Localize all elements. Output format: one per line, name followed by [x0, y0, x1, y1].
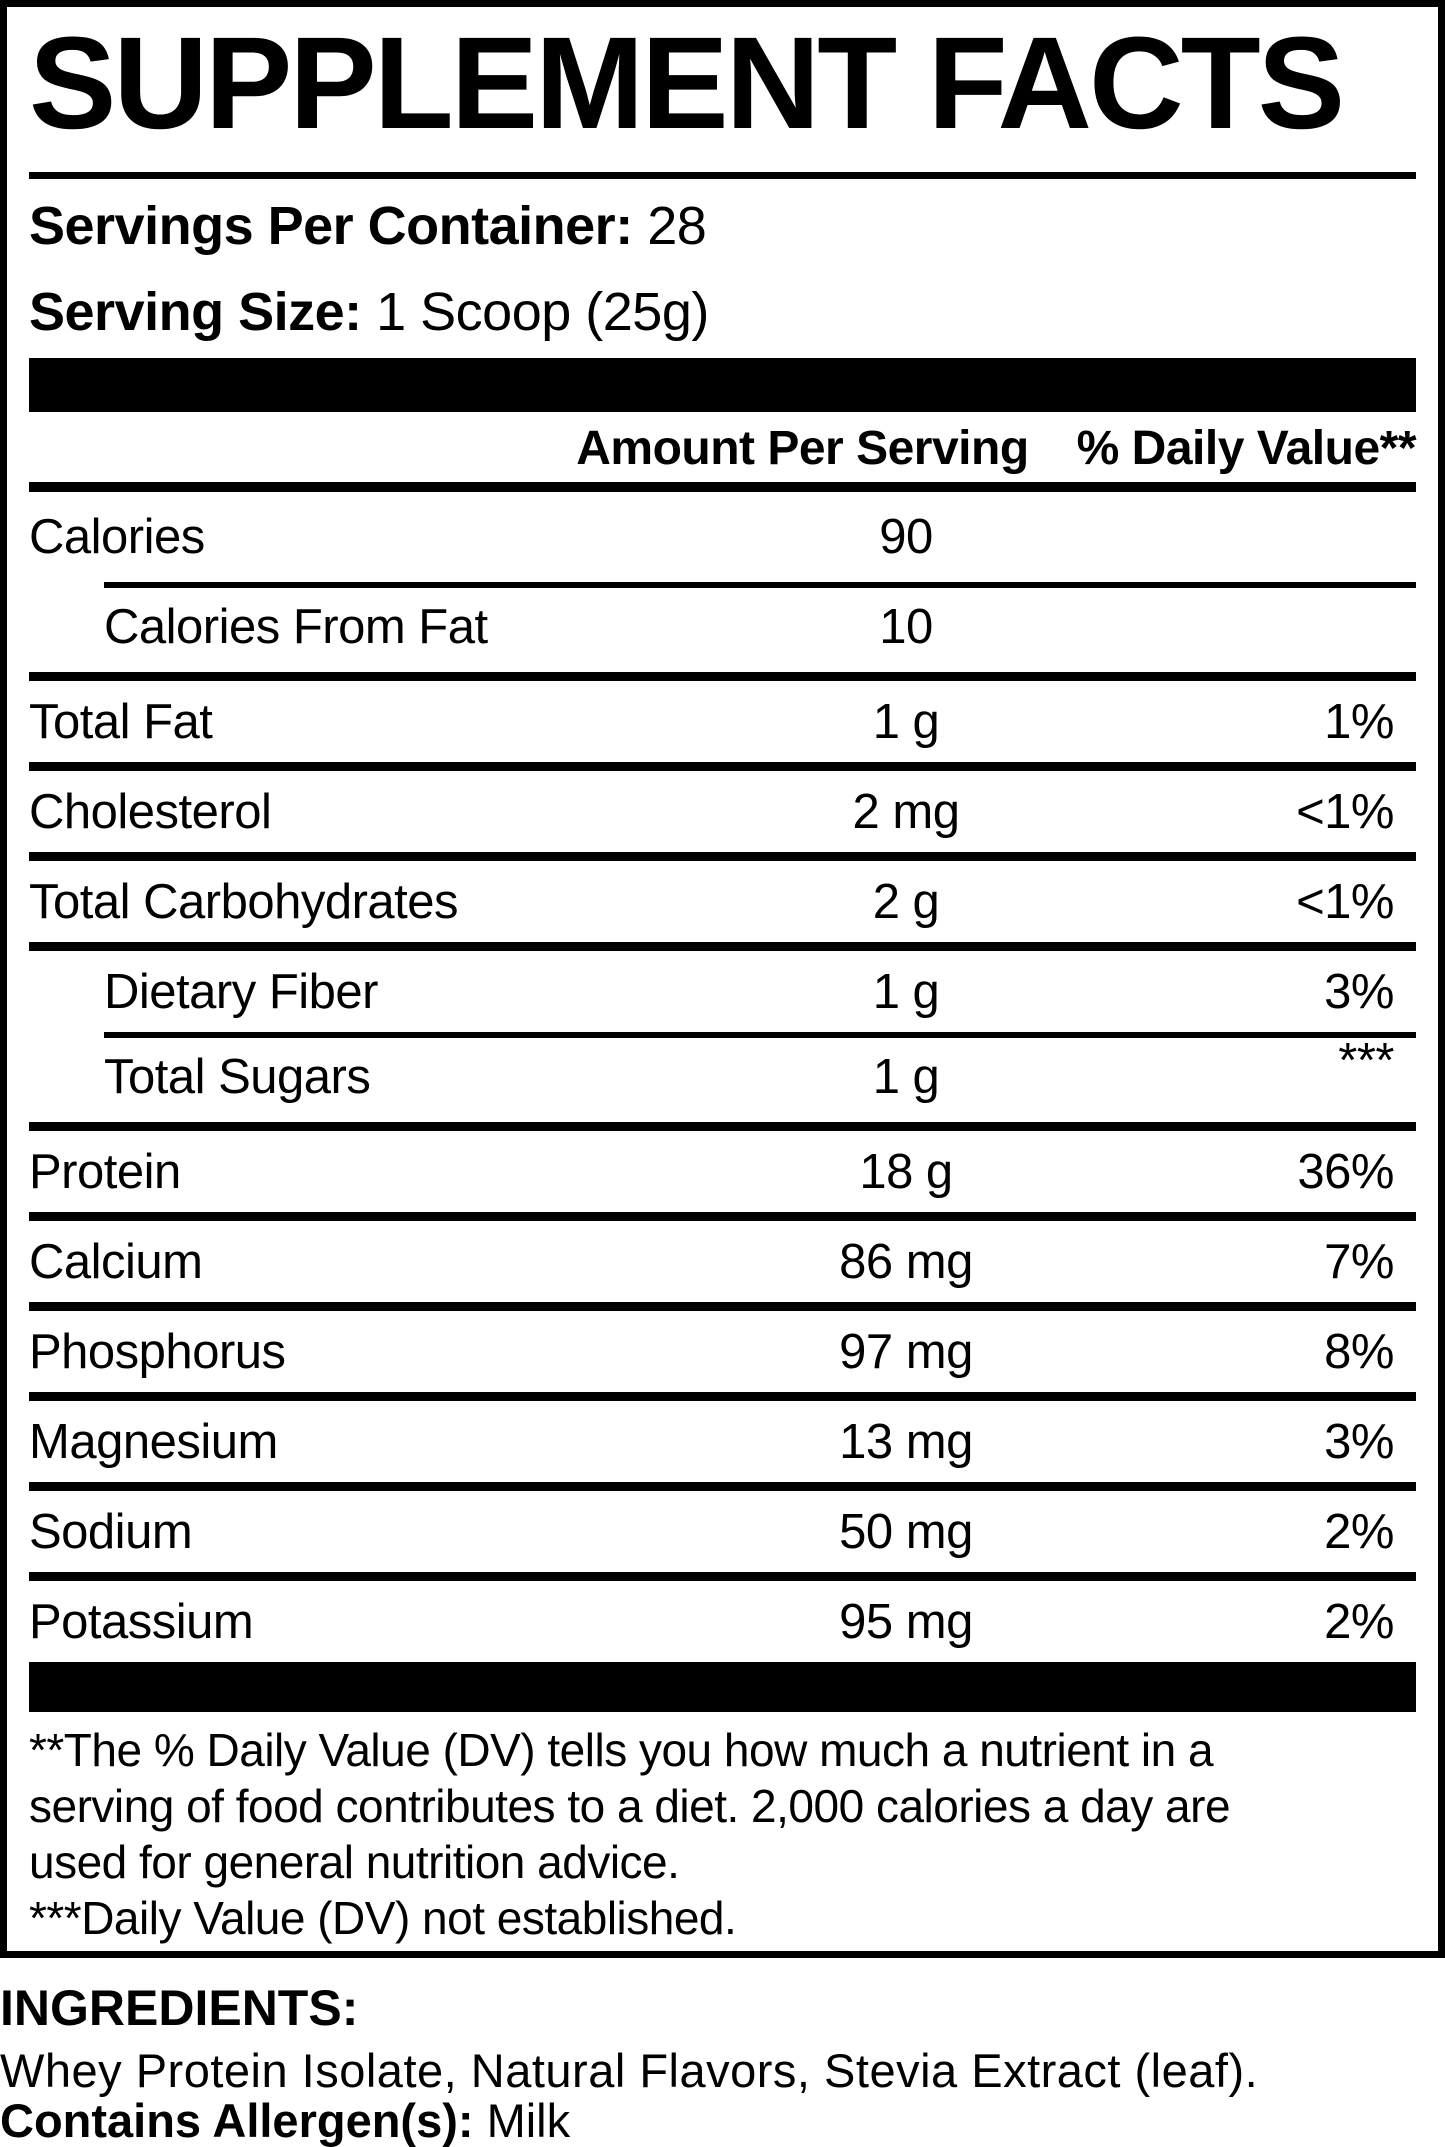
table-row: Cholesterol 2 mg <1%	[29, 762, 1416, 852]
table-row: Protein 18 g 36%	[29, 1122, 1416, 1212]
nutrient-label: Dietary Fiber	[104, 964, 378, 1019]
table-row: Magnesium 13 mg 3%	[29, 1392, 1416, 1482]
nutrient-label: Magnesium	[29, 1414, 278, 1469]
ingredients-heading: INGREDIENTS:	[0, 1980, 359, 2036]
footnotes: **The % Daily Value (DV) tells you how m…	[29, 1722, 1416, 1946]
nutrient-amount: 1 g	[872, 694, 940, 749]
nutrient-label: Calories From Fat	[104, 600, 488, 654]
nutrient-amount: 2 g	[872, 874, 940, 929]
nutrient-amount: 50 mg	[839, 1504, 973, 1559]
nutrient-daily-value: 2%	[1324, 1504, 1394, 1559]
nutrient-daily-value: 2%	[1324, 1594, 1394, 1649]
nutrient-label: Potassium	[29, 1594, 254, 1649]
nutrient-daily-value: <1%	[1296, 874, 1394, 929]
nutrient-label: Cholesterol	[29, 784, 272, 839]
nutrient-label: Phosphorus	[29, 1324, 286, 1379]
table-header-row: Amount Per Serving % Daily Value**	[29, 412, 1417, 492]
nutrient-label: Total Carbohydrates	[29, 874, 459, 929]
supplement-facts-panel: SUPPLEMENT FACTS Servings Per Container:…	[0, 0, 1445, 1958]
servings-per-container-line: Servings Per Container: 28	[29, 195, 1416, 257]
nutrient-amount: 95 mg	[839, 1594, 973, 1649]
nutrient-daily-value: ***	[1338, 1034, 1394, 1088]
nutrient-amount: 13 mg	[839, 1414, 973, 1469]
daily-value-header: % Daily Value**	[1076, 422, 1417, 475]
footnote-line: serving of food contributes to a diet. 2…	[29, 1780, 1231, 1832]
nutrient-amount: 97 mg	[839, 1324, 973, 1379]
table-row: Calories 90	[29, 492, 1416, 582]
table-row: Calories From Fat 10	[29, 582, 1416, 672]
nutrient-label: Sodium	[29, 1504, 193, 1559]
table-row: Potassium 95 mg 2%	[29, 1572, 1416, 1662]
nutrient-daily-value: 7%	[1324, 1234, 1394, 1289]
table-row: Sodium 50 mg 2%	[29, 1482, 1416, 1572]
nutrient-daily-value: <1%	[1296, 784, 1394, 839]
nutrient-daily-value: 3%	[1324, 964, 1394, 1019]
table-row: Total Carbohydrates 2 g <1%	[29, 852, 1416, 942]
panel-title: SUPPLEMENT FACTS	[29, 9, 1345, 156]
nutrient-amount: 1 g	[872, 1050, 940, 1104]
nutrient-amount: 1 g	[872, 964, 940, 1019]
footnote-line: used for general nutrition advice.	[29, 1836, 680, 1888]
nutrient-label: Protein	[29, 1144, 181, 1199]
ingredients-section: INGREDIENTS: Whey Protein Isolate, Natur…	[0, 1982, 1445, 2146]
nutrient-amount: 86 mg	[839, 1234, 973, 1289]
nutrient-daily-value: 1%	[1324, 694, 1394, 749]
nutrient-daily-value: 3%	[1324, 1414, 1394, 1469]
allergen-line: Contains Allergen(s): Milk	[0, 2096, 1445, 2146]
nutrient-daily-value: 8%	[1324, 1324, 1394, 1379]
table-row: Phosphorus 97 mg 8%	[29, 1302, 1416, 1392]
nutrient-daily-value: 36%	[1297, 1144, 1394, 1199]
nutrient-amount: 10	[879, 600, 933, 654]
section-bar-bottom	[29, 1662, 1416, 1712]
table-row: Calcium 86 mg 7%	[29, 1212, 1416, 1302]
nutrient-amount: 2 mg	[852, 784, 960, 839]
nutrient-label: Calcium	[29, 1234, 203, 1289]
nutrient-label: Total Fat	[29, 694, 213, 749]
allergen-label: Contains Allergen(s):	[0, 2094, 474, 2147]
table-row: Total Sugars 1 g ***	[29, 1032, 1416, 1122]
title-divider	[29, 172, 1416, 179]
serving-size-label: Serving Size:	[29, 282, 362, 342]
footnote-line: ***Daily Value (DV) not established.	[29, 1892, 737, 1944]
footnote-line: **The % Daily Value (DV) tells you how m…	[29, 1724, 1214, 1776]
section-bar-top	[29, 358, 1416, 412]
servings-per-container-label: Servings Per Container:	[29, 196, 633, 256]
allergen-value: Milk	[486, 2094, 571, 2147]
ingredients-list: Whey Protein Isolate, Natural Flavors, S…	[0, 2044, 1259, 2097]
nutrient-amount: 18 g	[859, 1144, 953, 1199]
nutrient-label: Calories	[29, 510, 205, 564]
table-row: Total Fat 1 g 1%	[29, 672, 1416, 762]
nutrition-table-body: Calories 90 Calories From Fat 10 Total F…	[29, 492, 1416, 1662]
servings-per-container-value: 28	[647, 196, 707, 256]
table-row: Dietary Fiber 1 g 3%	[29, 942, 1416, 1032]
serving-size-value: 1 Scoop (25g)	[376, 282, 709, 342]
nutrient-label: Total Sugars	[104, 1050, 371, 1104]
nutrient-amount: 90	[879, 510, 933, 564]
serving-size-line: Serving Size: 1 Scoop (25g)	[29, 281, 1416, 343]
amount-per-serving-header: Amount Per Serving	[576, 422, 1029, 475]
